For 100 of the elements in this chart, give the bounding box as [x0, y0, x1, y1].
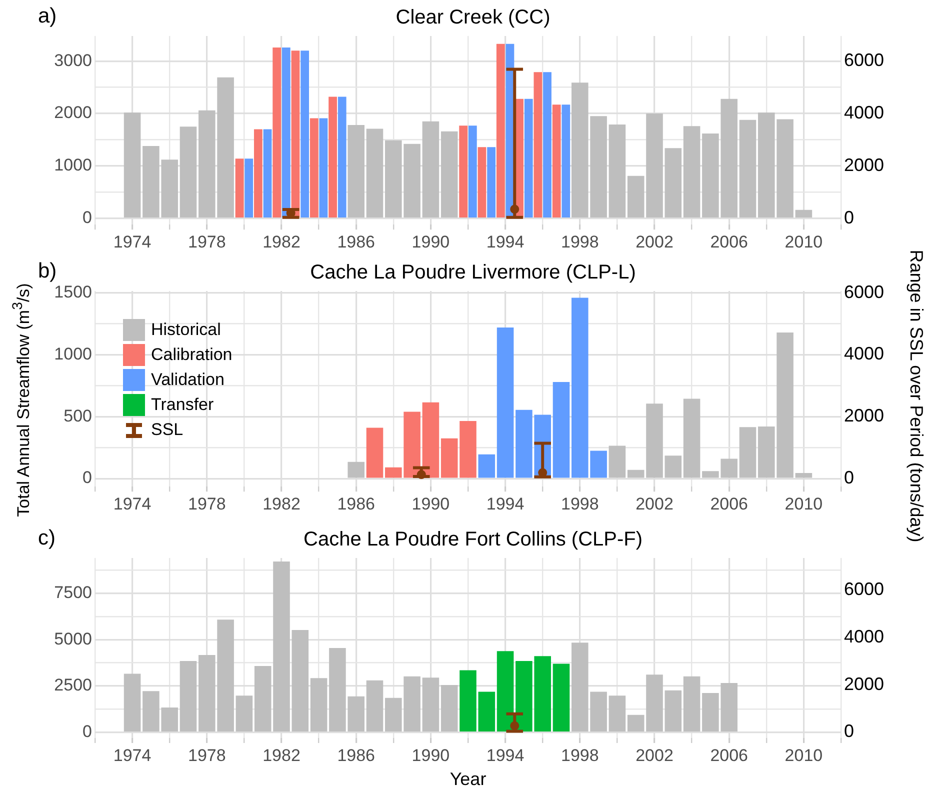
x-tick-label: 1982: [262, 494, 300, 514]
x-tick-label: 1978: [188, 746, 226, 765]
bar: [236, 696, 253, 732]
bar: [664, 690, 682, 732]
x-tick-label: 1998: [560, 494, 599, 514]
x-tick-label: 1974: [113, 746, 152, 765]
legend-label: Validation: [151, 370, 224, 390]
bar: [254, 666, 272, 732]
y2-axis-title: Range in SSL over Period (tons/day): [906, 249, 926, 542]
bar: [646, 404, 663, 478]
y2-tick-label: 2000: [844, 674, 884, 694]
x-tick-label: 1986: [337, 232, 376, 252]
bar: [683, 676, 700, 732]
bar: [244, 158, 254, 218]
y-tick-label: 1000: [54, 344, 92, 364]
chart-title: Cache La Poudre Fort Collins (CLP-F): [303, 528, 643, 551]
bar: [180, 126, 197, 218]
bar: [739, 427, 756, 478]
bar: [543, 72, 552, 218]
x-tick-label: 2010: [784, 494, 823, 514]
x-tick-label: 1998: [560, 746, 599, 765]
legend-label: Transfer: [151, 394, 214, 414]
x-tick-label: 2006: [710, 494, 748, 514]
bar: [664, 148, 682, 218]
bar: [608, 446, 626, 478]
bar: [291, 50, 300, 218]
bar: [272, 48, 282, 218]
chart-title: Clear Creek (CC): [396, 6, 550, 29]
bar: [440, 131, 458, 218]
x-tick-label: 2002: [636, 746, 674, 765]
bar: [366, 680, 384, 732]
x-tick-label: 2006: [710, 232, 748, 252]
x-tick-label: 2010: [784, 232, 823, 252]
bar: [478, 147, 486, 218]
y2-tick-label: 6000: [844, 50, 884, 70]
x-tick-label: 2002: [636, 232, 674, 252]
y2-tick-label: 0: [844, 207, 854, 228]
bar: [739, 120, 756, 218]
y2-tick-label: 4000: [844, 344, 884, 364]
bar: [263, 129, 272, 218]
bar: [310, 678, 328, 732]
bar: [328, 96, 337, 218]
y-tick-label: 5000: [54, 629, 92, 648]
bar: [422, 402, 440, 478]
bar: [496, 44, 505, 218]
y2-tick-label: 2000: [844, 154, 884, 175]
bar: [124, 112, 141, 218]
bar: [795, 210, 812, 218]
bar: [496, 651, 514, 732]
bar: [552, 104, 561, 218]
bar: [552, 382, 570, 478]
bar: [422, 121, 440, 218]
bar: [338, 96, 346, 218]
bar: [348, 462, 364, 478]
bar: [310, 118, 318, 218]
bar: [460, 670, 476, 732]
x-tick-label: 2006: [710, 746, 748, 765]
bar: [254, 129, 262, 218]
bar: [496, 328, 514, 478]
bar: [664, 456, 682, 478]
x-tick-label: 1974: [113, 232, 152, 252]
text: c): [38, 526, 56, 550]
bar: [646, 674, 663, 732]
x-tick-label: 1994: [486, 494, 524, 514]
y-tick-label: 7500: [54, 583, 92, 602]
bar: [366, 428, 384, 478]
y-tick-label: 0: [82, 468, 92, 488]
y-tick-label: 2000: [54, 103, 92, 122]
bar: [627, 470, 644, 478]
x-tick-label: 1986: [337, 746, 376, 765]
bar: [608, 696, 626, 732]
x-tick-label: 2002: [636, 494, 674, 514]
y-tick-label: 1500: [54, 282, 92, 302]
chart-title: Cache La Poudre Livermore (CLP-L): [310, 262, 636, 284]
bar: [319, 118, 328, 218]
x-tick-label: 1982: [262, 232, 300, 252]
text: b): [38, 259, 57, 282]
legend-label: Historical: [151, 320, 221, 340]
y2-tick-label: 0: [844, 721, 854, 742]
y2-tick-label: 4000: [844, 626, 884, 646]
y2-tick-label: 6000: [844, 282, 884, 302]
x-tick-label: 1986: [337, 494, 376, 514]
bar: [300, 50, 310, 218]
bar: [627, 714, 644, 732]
bar: [422, 678, 440, 732]
bar: [524, 98, 533, 218]
bar: [608, 124, 626, 218]
bar: [627, 176, 644, 218]
bar: [478, 692, 496, 732]
bar: [282, 48, 290, 218]
x-tick-label: 1990: [412, 746, 450, 765]
bar: [562, 104, 570, 218]
bar: [124, 674, 141, 732]
x-tick-label: 1982: [262, 746, 300, 765]
bar: [292, 630, 309, 732]
x-tick-label: 1990: [412, 494, 450, 514]
bar: [180, 660, 197, 732]
x-tick-label: 1978: [188, 232, 226, 252]
y2-tick-label: 2000: [844, 406, 884, 426]
y-tick-label: 1000: [54, 156, 92, 175]
